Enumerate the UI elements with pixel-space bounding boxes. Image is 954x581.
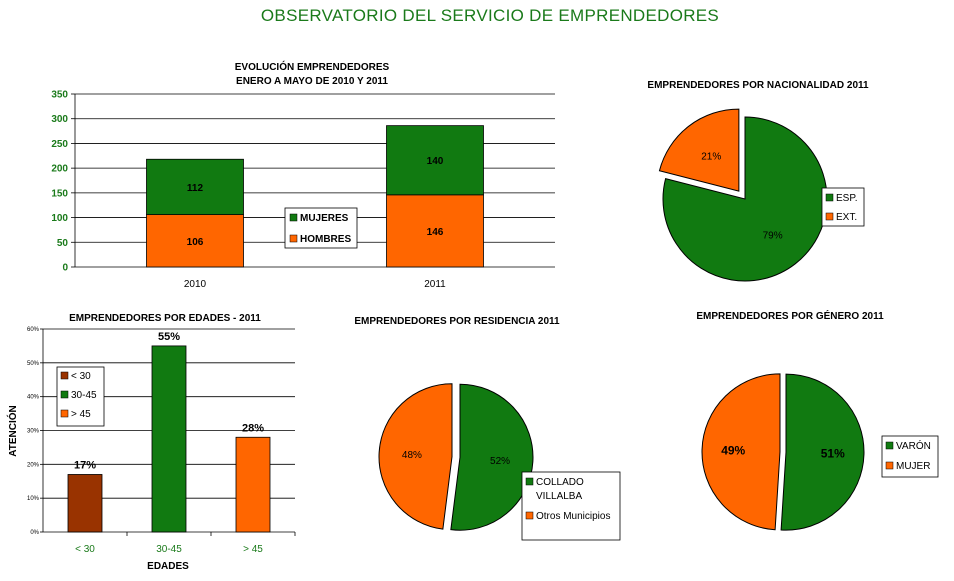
edades-y-ticks: 0% 10% 20% 30% 40% 50% 60% [27,327,40,536]
pie-nac-slice-label: 21% [701,151,721,162]
chart-nacionalidad-title: EMPRENDEDORES POR NACIONALIDAD 2011 [647,80,869,91]
chart-residencia: EMPRENDEDORES POR RESIDENCIA 2011 52% 48%… [354,316,621,541]
data-label-mujeres-2010: 112 [187,183,204,194]
nacionalidad-legend: ESP. EXT. [821,187,865,227]
evolucion-y-tick-label: 200 [51,164,68,175]
data-label-edades: 17% [74,459,96,471]
legend-swatch-otros [525,511,534,520]
edades-bars: 17% 55% 28% [67,331,271,533]
legend-swatch-collado [525,477,534,486]
legend-swatch-varon [885,441,894,450]
chart-residencia-title: EMPRENDEDORES POR RESIDENCIA 2011 [354,316,560,327]
legend-swatch-mujer [885,461,894,470]
page-title: OBSERVATORIO DEL SERVICIO DE EMPRENDEDOR… [260,6,720,25]
evolucion-y-tick-label: 100 [51,213,68,224]
evolucion-y-tick-label: 150 [51,188,68,199]
pie-gen-slice-var-n [780,373,865,531]
legend-label-menor30: < 30 [71,371,91,382]
pie-nac-slice-esp- [662,116,828,282]
legend-label-30-45: 30-45 [71,390,97,401]
evolucion-y-tick-label: 350 [51,90,68,101]
data-label-edades: 28% [242,422,264,434]
edades-x-tick-label: < 30 [75,544,95,555]
bar-edades-1 [151,345,187,533]
bar-hombres-2010 [146,214,244,268]
pie-res-slice-label: 52% [490,456,510,467]
evolucion-y-tick-label: 250 [51,139,68,150]
legend-swatch-mujeres [289,213,298,222]
legend-swatch-esp [825,193,834,202]
residencia-legend-box [521,471,621,541]
bar-edades-0 [67,474,103,533]
data-label-mujeres-2011: 140 [427,156,444,167]
edades-y-axis-label: ATENCIÓN [6,405,19,456]
chart-edades-title: EMPRENDEDORES POR EDADES - 2011 [69,313,261,324]
pie-res-slice-otros-municipios [378,383,453,530]
evolucion-y-tick-label: 50 [57,238,69,249]
chart-genero: EMPRENDEDORES POR GÉNERO 2011 51% 49% VAR… [696,309,939,531]
legend-label-mayor45: > 45 [71,409,91,420]
edades-y-tick-label: 40% [27,395,40,401]
legend-swatch-hombres [289,234,298,243]
data-label-hombres-2010: 106 [187,237,204,248]
legend-swatch-ext [825,212,834,221]
evolucion-x-tick-label: 2010 [184,279,207,290]
edades-x-ticks: < 30 30-45 > 45 [75,532,296,555]
legend-label-otros: Otros Municipios [536,511,610,522]
chart-evolucion-title: EVOLUCIÓN EMPRENDEDORES [235,60,390,73]
bar-edades-2 [235,436,271,533]
legend-label-collado-line1: COLLADO [536,477,584,488]
evolucion-y-tick-label: 300 [51,114,68,125]
residencia-legend: COLLADO VILLALBA Otros Municipios [521,471,621,541]
evolucion-y-tick-label: 0 [62,263,68,274]
chart-genero-title: EMPRENDEDORES POR GÉNERO 2011 [696,309,884,322]
chart-nacionalidad: EMPRENDEDORES POR NACIONALIDAD 2011 79% 2… [647,80,869,282]
legend-label-mujer: MUJER [896,461,930,472]
evolucion-legend: MUJERES HOMBRES [284,207,358,249]
pie-gen-slice-label: 51% [821,447,845,461]
chart-evolucion: EVOLUCIÓN EMPRENDEDORES ENERO A MAYO DE … [51,60,555,290]
legend-label-varon: VARÓN [896,439,931,452]
pie-res-slice-label: 48% [402,450,422,461]
bar-mujeres-2010 [146,158,244,216]
genero-legend: VARÓN MUJER [881,435,939,478]
pie-gen-slice-label: 49% [721,443,745,457]
legend-label-collado-line2: VILLALBA [536,491,582,502]
edades-legend: < 30 30-45 > 45 [56,366,105,427]
legend-swatch-mayor45 [60,409,69,418]
pie-nac-slice-label: 79% [763,231,783,242]
edades-y-tick-label: 10% [27,496,40,502]
pie-gen-slice-mujer [701,373,781,531]
legend-label-hombres: HOMBRES [300,234,351,245]
bar-hombres-2011 [386,194,484,268]
edades-x-axis-label: EDADES [147,561,189,572]
chart-evolucion-subtitle: ENERO A MAYO DE 2010 Y 2011 [236,76,388,87]
legend-swatch-30-45 [60,390,69,399]
legend-swatch-menor30 [60,371,69,380]
bar-mujeres-2011 [386,125,484,196]
edades-y-tick-label: 50% [27,361,40,367]
edades-x-tick-label: > 45 [243,544,263,555]
nacionalidad-pie: 79% 21% [658,108,828,282]
pie-res-slice-collado-villalba [450,383,534,531]
edades-y-tick-label: 30% [27,429,40,435]
genero-pie: 51% 49% [701,373,865,531]
legend-label-mujeres: MUJERES [300,213,349,224]
edades-x-tick-label: 30-45 [156,544,182,555]
legend-label-ext: EXT. [836,212,857,223]
edades-y-tick-label: 60% [27,327,40,333]
edades-y-tick-label: 0% [30,530,39,536]
data-label-hombres-2011: 146 [427,227,444,238]
chart-edades: EMPRENDEDORES POR EDADES - 2011 0% 10% 20%… [6,313,296,572]
evolucion-x-tick-label: 2011 [424,279,446,290]
evolucion-bars: 106 112 146 140 [146,125,484,268]
edades-y-tick-label: 20% [27,462,40,468]
legend-label-esp: ESP. [836,193,858,204]
evolucion-y-ticks: 0 50 100 150 200 250 300 350 [51,90,68,274]
evolucion-x-ticks: 2010 2011 [184,279,446,290]
data-label-edades: 55% [158,331,180,343]
residencia-pie: 52% 48% [378,383,534,531]
pie-nac-slice-ext- [658,108,740,192]
